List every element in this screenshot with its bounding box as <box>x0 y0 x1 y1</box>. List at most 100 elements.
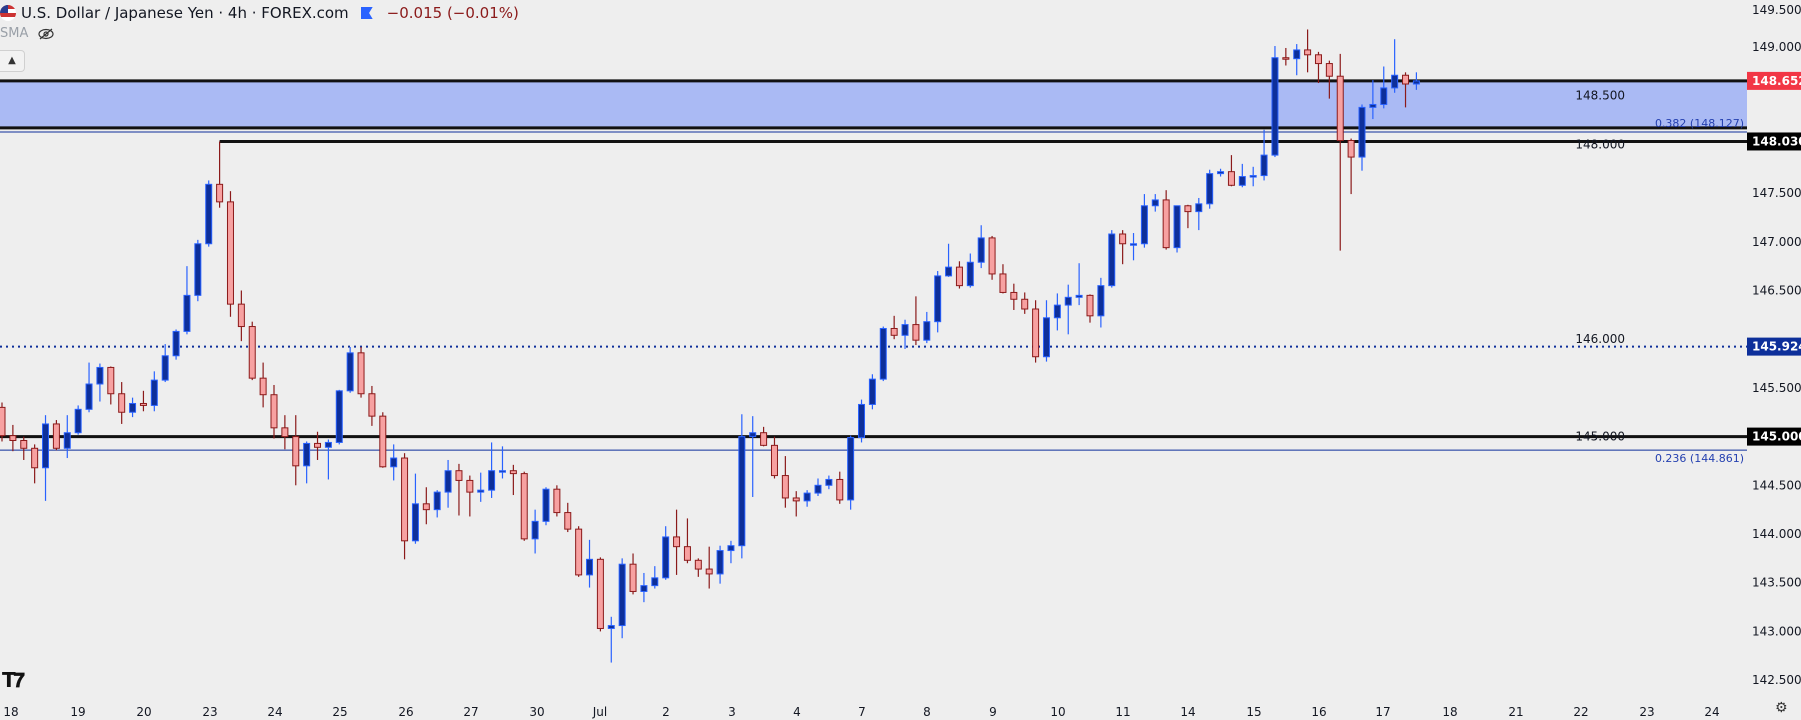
candle <box>934 271 942 333</box>
candle <box>1075 263 1083 306</box>
candle <box>335 389 343 445</box>
candle-body <box>216 183 224 203</box>
candle <box>673 509 681 575</box>
candle-body <box>988 237 996 275</box>
x-tick-label: 4 <box>793 705 801 719</box>
candle-body <box>836 478 844 501</box>
candle-body <box>586 558 594 576</box>
candle-body <box>1151 199 1159 207</box>
candle-body <box>651 577 659 587</box>
candle-body <box>1238 176 1246 186</box>
candle-body <box>1206 173 1214 205</box>
candle-body <box>749 432 757 438</box>
candle <box>433 490 441 518</box>
candle-body <box>96 366 104 385</box>
price-label-bg <box>1747 132 1801 151</box>
candle-body <box>237 303 245 328</box>
y-tick-label: 145.000 <box>1575 430 1625 444</box>
candle-body <box>1042 317 1050 358</box>
candle-body <box>0 406 6 437</box>
candle-body <box>596 558 604 629</box>
candle <box>749 416 757 497</box>
candle <box>1140 194 1148 248</box>
candle-body <box>401 457 409 542</box>
candle-body <box>1130 243 1138 246</box>
x-tick-label: 15 <box>1246 705 1261 719</box>
price-label: 145.000 <box>1747 427 1801 446</box>
candle <box>1260 129 1268 181</box>
candle-body <box>999 273 1007 293</box>
candle <box>1162 190 1170 250</box>
x-tick-label: 18 <box>3 705 18 719</box>
candle <box>139 390 147 412</box>
y-tick-label: 148.000 <box>1575 137 1625 151</box>
candle <box>945 243 953 277</box>
candle <box>466 475 474 517</box>
indicator-row: SMA <box>0 26 54 41</box>
candle <box>803 490 811 507</box>
candle-body <box>292 436 300 467</box>
candle-body <box>368 393 376 417</box>
y-tick-label: 146.500 <box>1752 284 1801 298</box>
candle <box>194 239 202 302</box>
candle <box>575 526 583 577</box>
candle-body <box>509 470 517 475</box>
candle <box>1053 293 1061 331</box>
candle <box>586 539 594 588</box>
candle <box>96 363 104 402</box>
candle-body <box>281 427 289 438</box>
y-tick-label: 144.000 <box>1752 527 1801 541</box>
indicator-sma[interactable]: SMA <box>0 26 29 41</box>
candle <box>1064 284 1072 335</box>
fib-label: 0.236 (144.861) <box>1655 452 1744 465</box>
candle <box>1021 292 1029 314</box>
candle-body <box>792 497 800 502</box>
candle-body <box>466 479 474 493</box>
tradingview-logo[interactable]: T𝟕 <box>2 668 25 692</box>
support-zone <box>0 80 1747 128</box>
x-tick-label: 26 <box>398 705 413 719</box>
x-tick-label: 24 <box>267 705 282 719</box>
candle <box>988 235 996 280</box>
flag-marker-icon[interactable] <box>360 7 373 19</box>
collapse-legend-button[interactable]: ▲ <box>0 50 25 72</box>
candle-body <box>727 545 735 552</box>
x-tick-label: 27 <box>463 705 478 719</box>
candle-body <box>390 457 398 468</box>
gear-icon[interactable]: ⚙ <box>1775 700 1788 716</box>
candle <box>923 311 931 344</box>
candle <box>770 436 778 479</box>
candle-body <box>553 488 561 514</box>
candle-body <box>520 473 528 540</box>
candle-body <box>335 390 343 443</box>
candle-body <box>205 183 213 245</box>
candle <box>1097 277 1105 328</box>
candle-body <box>129 402 137 413</box>
price-label-text: 148.030 <box>1752 134 1801 148</box>
x-tick-label: 24 <box>1704 705 1719 719</box>
candle <box>662 526 670 580</box>
x-tick-label: 16 <box>1311 705 1326 719</box>
candle-body <box>542 488 550 522</box>
price-label-text: 145.924 <box>1752 340 1801 354</box>
eye-off-icon[interactable] <box>38 28 54 40</box>
candle <box>683 518 691 564</box>
candle-body <box>379 415 387 468</box>
candle <box>226 191 234 317</box>
candle-body <box>564 512 572 530</box>
symbol-title[interactable]: U.S. Dollar / Japanese Yen · 4h · FOREX.… <box>21 4 349 22</box>
candle <box>1304 29 1312 73</box>
candle-body <box>1021 298 1029 310</box>
candle <box>955 261 963 289</box>
candle-body <box>1336 75 1344 142</box>
candle <box>216 141 224 208</box>
candle-body <box>324 441 332 448</box>
candle-body <box>901 324 909 336</box>
candle <box>314 431 322 460</box>
candle-body <box>858 403 866 439</box>
candle-body <box>85 383 93 410</box>
candle <box>1336 53 1344 251</box>
candle-body <box>575 528 583 576</box>
candle <box>1380 66 1388 109</box>
